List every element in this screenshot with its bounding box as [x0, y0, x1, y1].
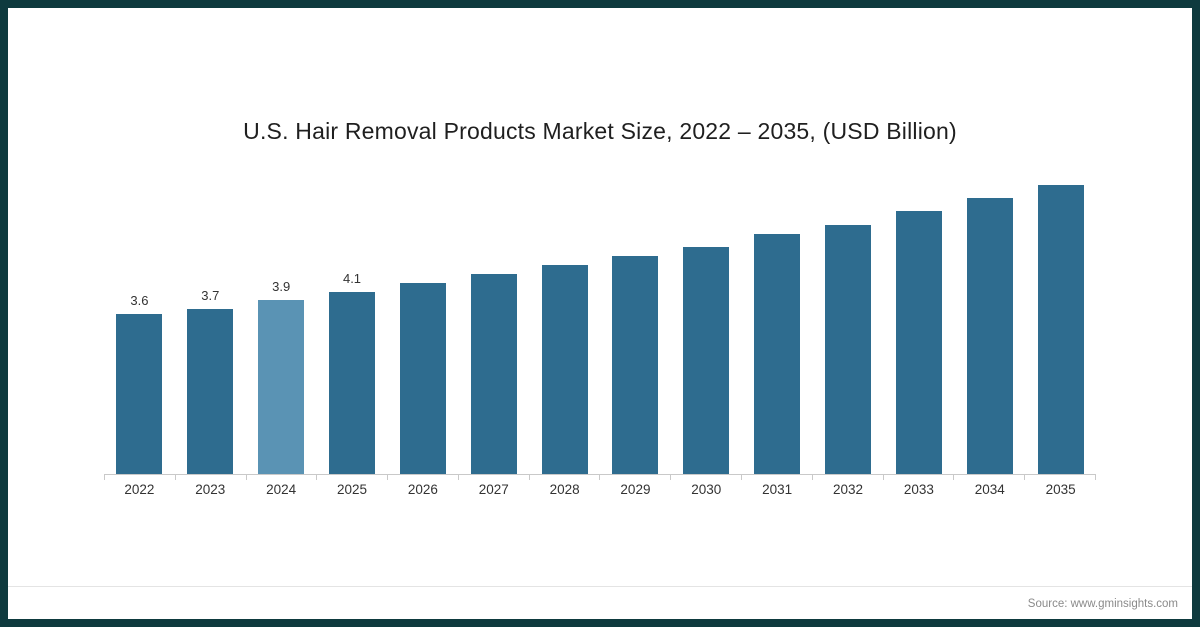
- axis-tick: [1025, 475, 1096, 480]
- axis-tick: [176, 475, 247, 480]
- bar-column: [1025, 164, 1096, 474]
- year-label: 2027: [478, 482, 509, 497]
- bar-column: [671, 164, 742, 474]
- axis-tick: [954, 475, 1026, 480]
- bar-column: [813, 164, 884, 474]
- bar-2027: [470, 273, 517, 474]
- bar-column: 3.6: [104, 164, 175, 474]
- bar-2029: [612, 255, 659, 474]
- year-label: 2025: [336, 482, 368, 497]
- bar-value-label: 3.9: [272, 279, 291, 295]
- bar-chart: 3.6 3.7 3.9 4.1 2022 2023 2024 2025 2026 2027 202…: [104, 164, 1096, 497]
- year-label: 2034: [974, 482, 1005, 497]
- bar-column: [742, 164, 813, 474]
- year-label: 2028: [549, 482, 580, 497]
- axis-tick: [388, 475, 459, 480]
- bar-2023: [187, 309, 234, 474]
- axis-tick: [600, 475, 672, 480]
- bar-2022: [116, 313, 163, 474]
- bar-value-label: 3.7: [201, 288, 220, 304]
- bar-2033: [895, 211, 942, 474]
- bar-column: [529, 164, 600, 474]
- axis-tick: [247, 475, 318, 480]
- axis-tick: [104, 475, 176, 480]
- bar-2031: [754, 233, 801, 474]
- axis-tick: [317, 475, 389, 480]
- footer-divider: [8, 586, 1192, 587]
- x-axis-labels: 2022 2023 2024 2025 2026 2027 2028 2029 2030 2031…: [104, 482, 1096, 497]
- bar-value-label: 3.6: [130, 292, 149, 308]
- year-label: 2031: [762, 482, 793, 497]
- year-label: 2022: [124, 482, 155, 497]
- axis-tick: [530, 475, 601, 480]
- bar-column: 4.1: [317, 164, 388, 474]
- bar-2024: [258, 300, 305, 474]
- year-label: 2033: [903, 482, 934, 497]
- bar-2025: [329, 291, 375, 474]
- bar-2026: [399, 282, 446, 474]
- bar-2032: [825, 224, 872, 474]
- bar-column: 3.9: [246, 164, 317, 474]
- axis-tick: [742, 475, 813, 480]
- year-label: 2032: [833, 482, 864, 497]
- plot-area: 3.6 3.7 3.9 4.1: [104, 164, 1096, 475]
- bar-column: [600, 164, 671, 474]
- bar-column: [387, 164, 458, 474]
- bar-2030: [683, 247, 730, 474]
- chart-title: U.S. Hair Removal Products Market Size, …: [243, 118, 957, 144]
- axis-tick: [813, 475, 884, 480]
- bar-column: [883, 164, 954, 474]
- year-label: 2035: [1045, 482, 1076, 497]
- axis-tick: [671, 475, 743, 480]
- axis-tick: [459, 475, 530, 480]
- year-label: 2023: [195, 482, 226, 497]
- year-label: 2029: [620, 482, 651, 497]
- bar-column: [458, 164, 529, 474]
- bar-2028: [541, 264, 588, 474]
- bar-2035: [1037, 184, 1084, 474]
- axis-tick: [884, 475, 955, 480]
- bar-2034: [966, 198, 1013, 474]
- year-label: 2024: [266, 482, 297, 497]
- bar-column: [954, 164, 1025, 474]
- year-label: 2030: [691, 482, 722, 497]
- year-label: 2026: [407, 482, 438, 497]
- x-axis-ticks: [104, 475, 1096, 480]
- bar-column: 3.7: [175, 164, 246, 474]
- bar-value-label: 4.1: [342, 270, 362, 286]
- source-note: Source: www.gminsights.com: [1027, 598, 1178, 610]
